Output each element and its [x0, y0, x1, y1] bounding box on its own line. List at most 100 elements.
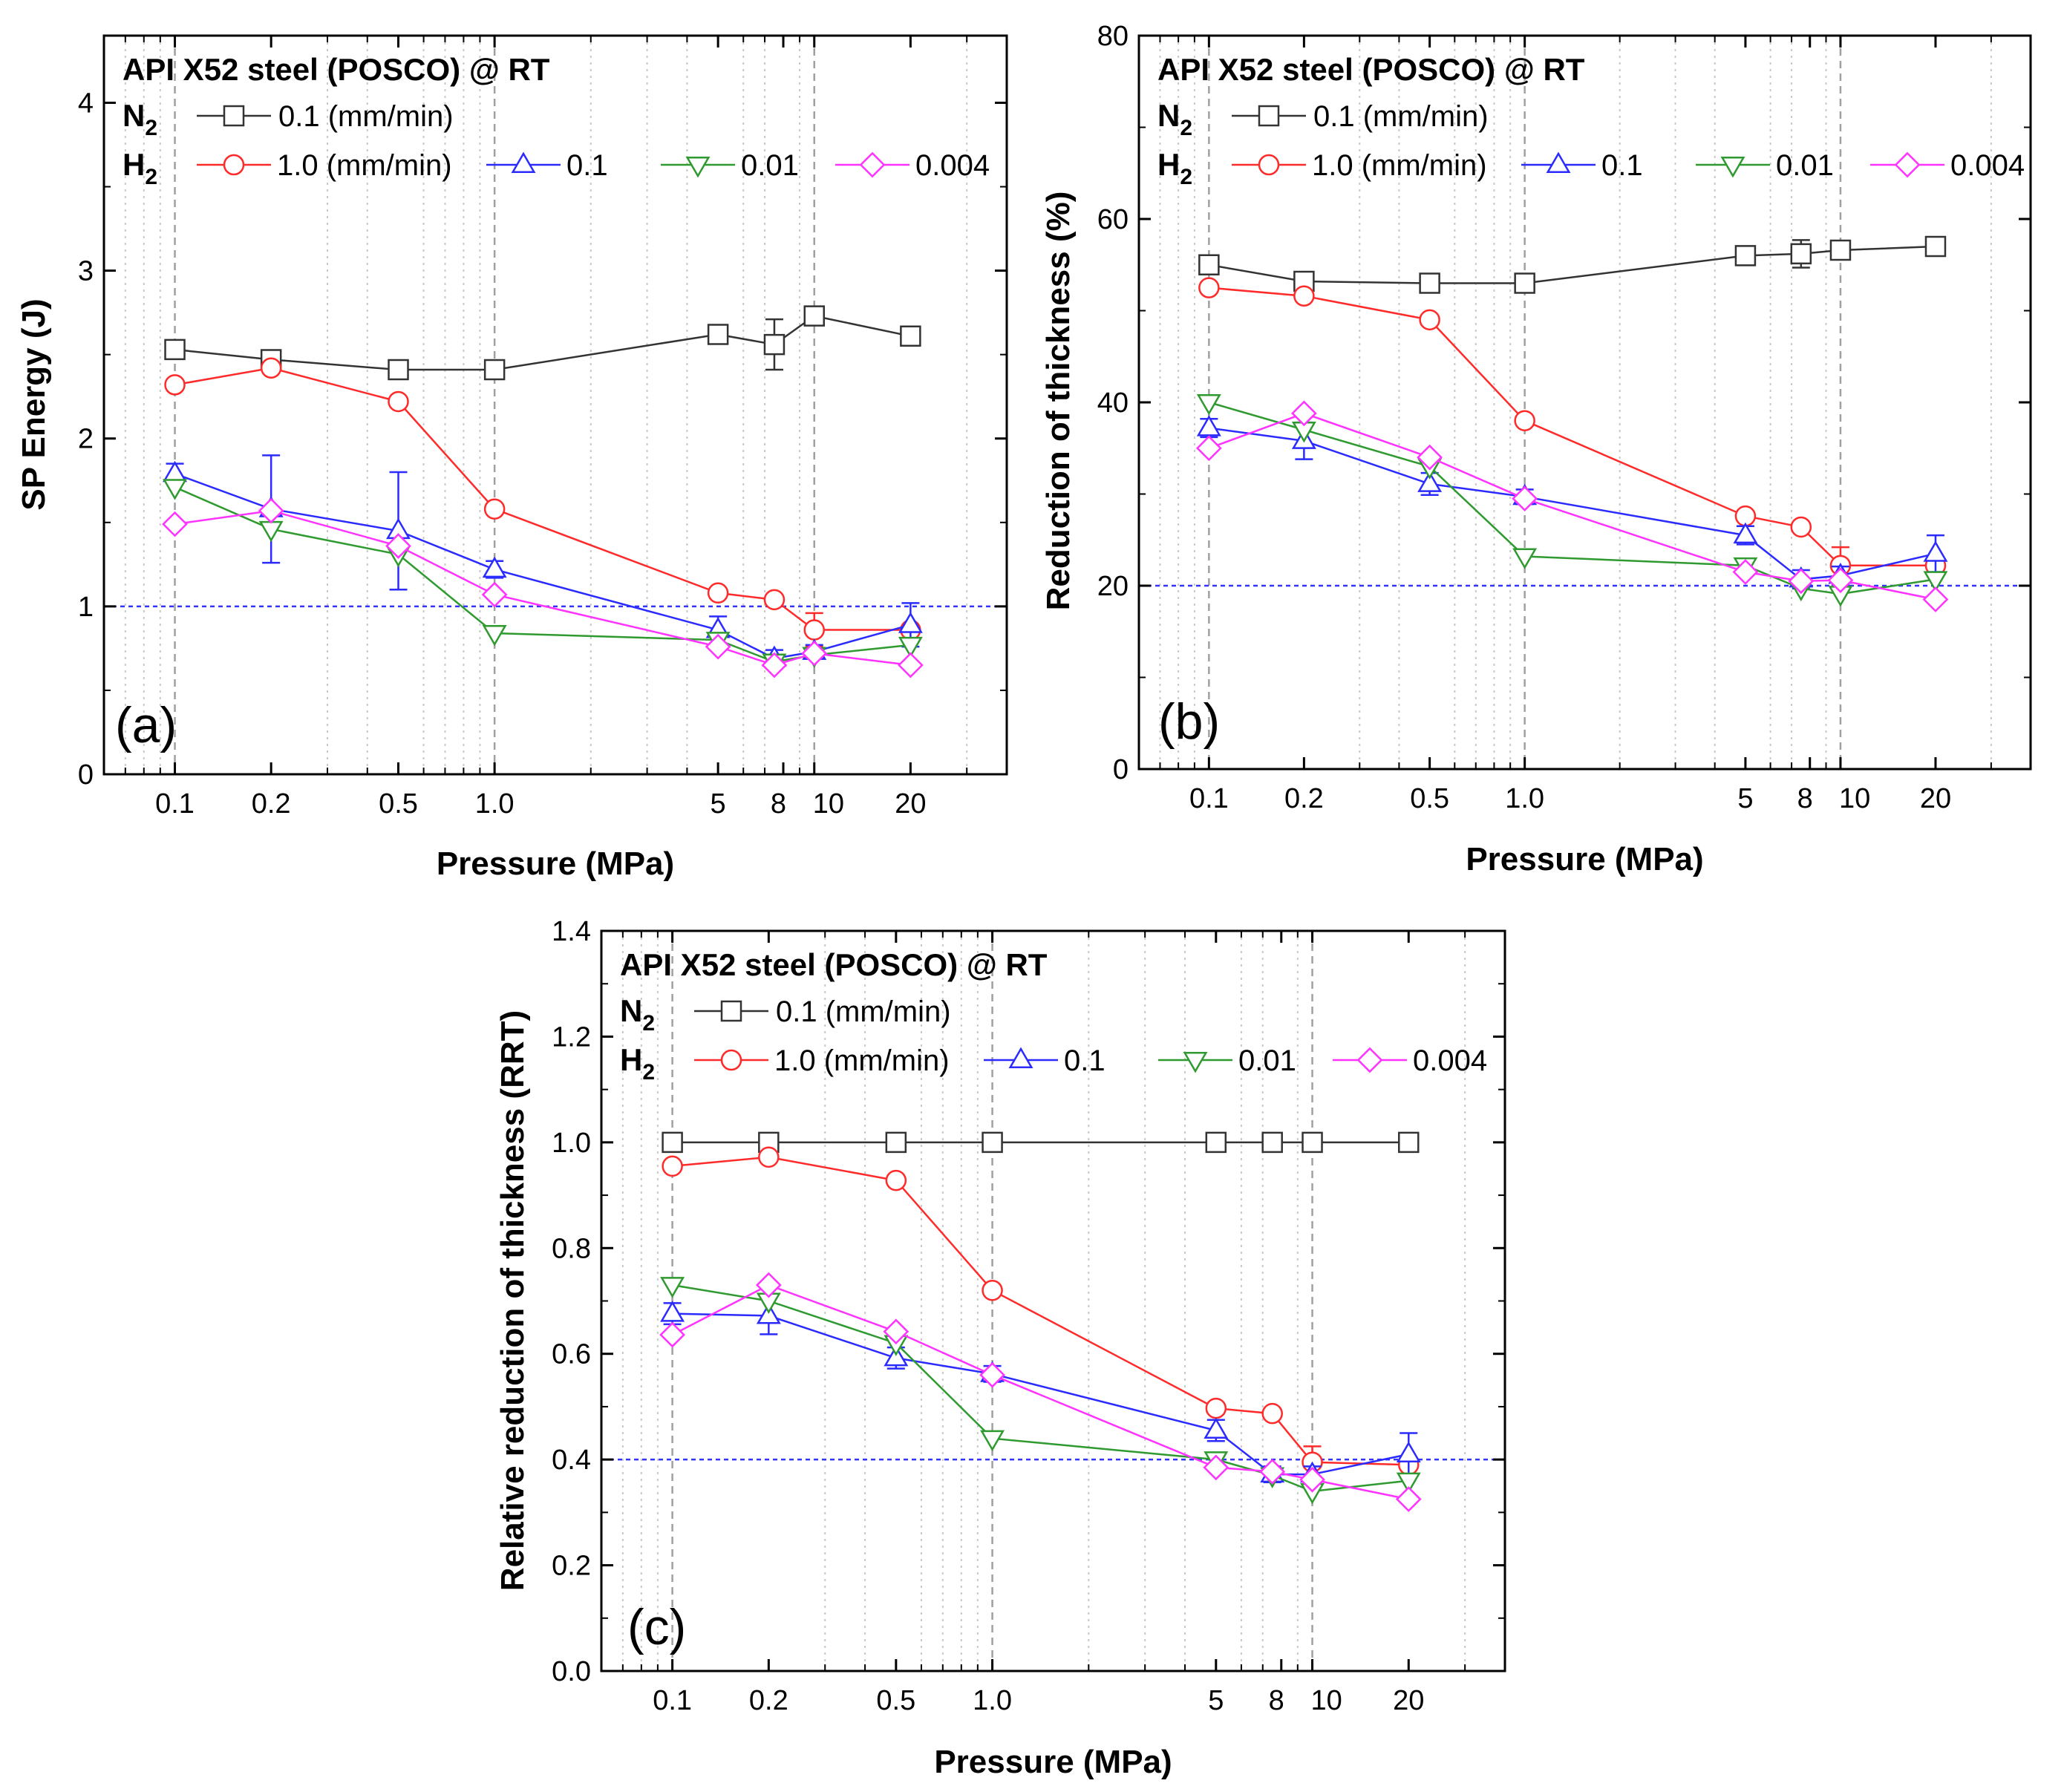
legend-marker: [685, 157, 711, 178]
x-tick-label: 5: [1208, 1685, 1224, 1716]
x-tick-label: 8: [771, 788, 786, 820]
legend-label: 0.01: [741, 149, 799, 182]
x-tick-label: 5: [1737, 783, 1753, 814]
data-point: [1203, 1454, 1229, 1481]
y-tick-label: 1: [78, 592, 94, 623]
data-point: [979, 1361, 1005, 1388]
data-point: [388, 359, 409, 381]
data-point: [803, 305, 825, 327]
x-tick-label: 0.5: [876, 1685, 915, 1716]
series: [164, 305, 921, 381]
x-tick-label: 0.2: [252, 788, 291, 820]
data-point: [483, 359, 506, 381]
x-tick-label: 10: [813, 788, 844, 820]
legend-label: 1.0 (mm/min): [277, 149, 452, 182]
data-point: [388, 390, 409, 413]
legend-label: 0.01: [1776, 149, 1834, 182]
x-tick-label: 0.1: [155, 788, 195, 820]
data-point: [660, 1277, 685, 1298]
data-point: [982, 1280, 1003, 1301]
data-point: [1198, 254, 1220, 275]
x-tick-label: 20: [895, 788, 926, 820]
data-point: [1512, 485, 1538, 512]
y-tick-label: 1.2: [552, 1021, 591, 1053]
y-tick-label: 40: [1097, 387, 1129, 419]
y-tick-label: 80: [1097, 21, 1129, 52]
data-point: [1261, 1402, 1283, 1425]
x-tick-label: 0.1: [653, 1685, 692, 1716]
legend-label: 0.004: [915, 149, 990, 182]
data-point: [1790, 243, 1812, 265]
data-point: [1198, 277, 1220, 298]
data-point: [982, 1131, 1003, 1154]
data-point: [258, 497, 284, 524]
legend-marker: [1008, 1047, 1033, 1068]
y-axis-title: Relative reduction of thickness (RRT): [494, 1010, 531, 1591]
legend-marker: [1894, 151, 1921, 178]
x-tick-label: 10: [1311, 1685, 1342, 1716]
data-point: [1396, 1441, 1421, 1463]
y-tick-label: 3: [78, 256, 94, 287]
data-point: [1734, 505, 1757, 527]
y-tick-label: 20: [1097, 571, 1129, 602]
data-point: [1514, 410, 1535, 431]
data-point: [1732, 559, 1759, 585]
plot-frame: [102, 34, 1008, 776]
data-point: [1195, 435, 1222, 462]
x-tick-label: 8: [1797, 783, 1813, 814]
y-tick-label: 1.4: [552, 916, 591, 947]
data-point: [482, 625, 507, 647]
data-point: [1293, 285, 1315, 307]
y-tick-label: 0.6: [552, 1339, 591, 1370]
data-point: [1205, 1397, 1227, 1419]
legend-label: 1.0 (mm/min): [1312, 149, 1487, 182]
data-point: [1924, 235, 1947, 258]
x-tick-label: 20: [1393, 1685, 1424, 1716]
data-point: [900, 325, 921, 347]
data-point: [1922, 586, 1949, 612]
x-tick-label: 1.0: [475, 788, 515, 820]
x-tick-label: 0.5: [379, 788, 418, 820]
x-tick-label: 10: [1839, 783, 1870, 814]
plot-area: [601, 931, 1505, 1671]
data-point: [1923, 571, 1948, 592]
legend-marker: [1183, 1052, 1208, 1073]
data-point: [1259, 1459, 1286, 1485]
data-point: [1205, 1131, 1227, 1154]
legend-label: 0.1 (mm/min): [1313, 100, 1489, 133]
data-point: [707, 582, 729, 604]
legend-marker: [720, 1000, 742, 1022]
x-tick-label: 20: [1920, 783, 1951, 814]
y-axis-title: SP Energy (J): [16, 298, 52, 510]
x-tick-label: 0.2: [1284, 783, 1324, 814]
data-point: [385, 533, 411, 559]
legend-label: 0.1: [1064, 1044, 1106, 1077]
series: [1198, 235, 1947, 294]
series: [662, 1146, 1420, 1479]
data-point: [1398, 1131, 1420, 1154]
data-point: [483, 498, 506, 520]
legend-marker: [223, 105, 245, 127]
y-tick-label: 0.2: [552, 1551, 591, 1582]
data-point: [803, 619, 826, 641]
legend-marker: [859, 151, 886, 178]
legend-marker: [1258, 154, 1280, 176]
data-point: [1829, 239, 1852, 261]
data-point: [898, 612, 923, 633]
data-point: [883, 1318, 909, 1345]
data-point: [758, 1146, 780, 1168]
data-point: [1293, 270, 1315, 292]
y-tick-label: 0.0: [552, 1656, 591, 1687]
data-point: [1291, 400, 1317, 427]
legend-marker: [223, 154, 245, 176]
x-axis-title: Pressure (MPa): [437, 846, 674, 882]
x-tick-label: 0.5: [1410, 783, 1449, 814]
y-tick-label: 0.8: [552, 1233, 591, 1264]
legend-title: API X52 steel (POSCO) @ RT: [1157, 52, 1585, 87]
data-point: [659, 1321, 685, 1348]
legend-marker: [1258, 105, 1280, 127]
